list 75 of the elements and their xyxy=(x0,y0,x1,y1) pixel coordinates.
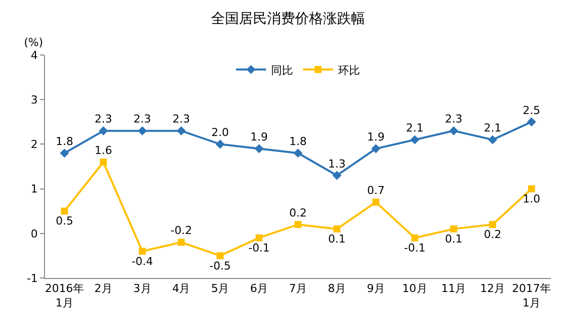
x-tick-label: 9月 xyxy=(366,282,385,296)
data-label: -0.1 xyxy=(248,241,270,254)
x-tick-label: 4月 xyxy=(172,282,190,296)
x-tick-label: 11月 xyxy=(441,282,466,296)
point xyxy=(60,208,68,215)
x-tick-label: 2016年 1月 xyxy=(44,282,84,310)
data-label: 2.3 xyxy=(444,112,462,126)
legend-label: 环比 xyxy=(338,64,360,77)
y-tick-label: 1 xyxy=(30,182,38,196)
data-label: 0.1 xyxy=(328,232,346,246)
data-label: -0.1 xyxy=(404,241,426,254)
point xyxy=(293,148,303,158)
data-label: 0.5 xyxy=(56,214,74,228)
x-tick-label: 10月 xyxy=(402,282,428,296)
y-tick-label: 0 xyxy=(30,227,38,240)
data-label: 0.2 xyxy=(484,228,502,242)
point xyxy=(450,225,458,232)
y-tick-label: 2 xyxy=(30,138,38,152)
point xyxy=(372,198,380,206)
x-tick-label: 12月 xyxy=(480,282,506,296)
x-tick-label: 3月 xyxy=(133,282,152,296)
point xyxy=(138,248,146,255)
data-label: 0.7 xyxy=(367,184,385,198)
point xyxy=(176,126,186,136)
data-label: 2.3 xyxy=(172,112,190,126)
point xyxy=(526,117,536,126)
point xyxy=(333,225,340,232)
data-label: 2.3 xyxy=(134,112,152,126)
data-label: 1.9 xyxy=(250,130,268,144)
data-label: -0.4 xyxy=(132,254,154,268)
y-tick-label: 4 xyxy=(30,48,38,62)
data-label: 1.6 xyxy=(94,144,112,157)
point xyxy=(216,140,225,149)
data-label: -0.2 xyxy=(170,224,192,238)
point xyxy=(449,126,458,136)
y-tick-label: -1 xyxy=(26,272,38,285)
data-label: 2.5 xyxy=(522,104,540,117)
legend-label: 同比 xyxy=(271,64,293,77)
point xyxy=(489,220,496,228)
point xyxy=(371,144,380,154)
data-label: 1.8 xyxy=(56,134,74,148)
data-label: 1.0 xyxy=(522,192,540,206)
point xyxy=(410,135,420,144)
data-label: 2.0 xyxy=(211,126,229,140)
data-label: 1.3 xyxy=(328,157,346,170)
point xyxy=(98,126,108,136)
data-label: 1.8 xyxy=(289,134,307,148)
data-label: 2.1 xyxy=(406,122,424,135)
point xyxy=(100,158,107,166)
point xyxy=(60,148,70,158)
point xyxy=(256,234,263,242)
point xyxy=(411,234,418,242)
point xyxy=(178,238,185,246)
data-label: 2.3 xyxy=(94,112,112,126)
y-tick-label: 3 xyxy=(30,93,38,106)
x-tick-label: 5月 xyxy=(211,282,230,296)
x-tick-label: 7月 xyxy=(289,282,307,296)
x-tick-label: 8月 xyxy=(328,282,346,296)
chart-title: 全国居民消费价格涨跌幅 xyxy=(211,10,365,27)
data-label: 0.2 xyxy=(289,206,307,220)
data-label: 2.1 xyxy=(484,122,502,135)
data-label: -0.5 xyxy=(209,259,231,272)
x-tick-label: 2月 xyxy=(94,282,112,296)
x-tick-label: 6月 xyxy=(250,282,268,296)
data-label: 0.1 xyxy=(444,232,462,246)
point xyxy=(138,126,147,136)
point xyxy=(332,170,342,180)
y-axis-title: (%) xyxy=(24,36,44,49)
point xyxy=(528,185,536,192)
point xyxy=(254,144,264,154)
point xyxy=(488,135,498,144)
point xyxy=(216,252,224,260)
x-tick-label: 2017年 1月 xyxy=(512,282,552,310)
point xyxy=(294,220,302,228)
data-label: 1.9 xyxy=(367,130,385,144)
